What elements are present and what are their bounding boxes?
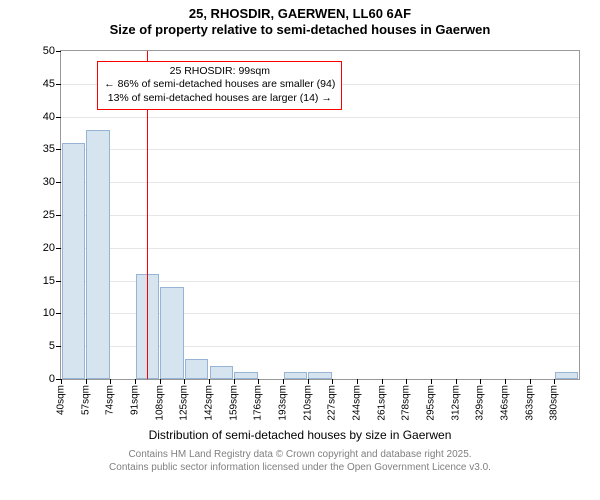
bar [284,372,307,379]
ytick-label: 10 [31,307,55,319]
annotation-line1: 25 RHOSDIR: 99sqm [104,65,335,79]
ytick-mark [56,51,61,52]
gridline-h [61,182,579,183]
xtick-label: 278sqm [401,385,412,421]
xtick-mark [505,379,506,384]
ytick-mark [56,84,61,85]
chart-title-block: 25, RHOSDIR, GAERWEN, LL60 6AF Size of p… [0,0,600,39]
xtick-label: 40sqm [56,385,67,415]
xtick-mark [431,379,432,384]
ytick-label: 0 [31,373,55,385]
gridline-h [61,248,579,249]
xtick-mark [332,379,333,384]
plot-area: 0510152025303540455040sqm57sqm74sqm91sqm… [60,50,580,380]
ytick-mark [56,215,61,216]
xtick-label: 142sqm [204,385,215,421]
xtick-label: 108sqm [154,385,165,421]
xtick-mark [283,379,284,384]
xtick-label: 125sqm [179,385,190,421]
xtick-label: 295sqm [426,385,437,421]
attribution-line2: Contains public sector information licen… [0,461,600,474]
xtick-mark [554,379,555,384]
xtick-label: 261sqm [376,385,387,421]
xtick-label: 244sqm [352,385,363,421]
bar [308,372,331,379]
attribution-line1: Contains HM Land Registry data © Crown c… [0,448,600,461]
attribution-text: Contains HM Land Registry data © Crown c… [0,448,600,474]
xtick-mark [382,379,383,384]
xtick-mark [456,379,457,384]
xtick-label: 227sqm [327,385,338,421]
xtick-mark [406,379,407,384]
bar [234,372,257,379]
ytick-mark [56,313,61,314]
ytick-label: 45 [31,78,55,90]
bar [210,366,233,379]
ytick-mark [56,346,61,347]
xtick-label: 346sqm [500,385,511,421]
gridline-h [61,149,579,150]
bar [160,287,183,379]
xtick-mark [61,379,62,384]
xtick-label: 74sqm [105,385,116,415]
ytick-mark [56,248,61,249]
xtick-mark [184,379,185,384]
bar [86,130,109,379]
chart-container: Number of semi-detached properties 05101… [0,42,600,442]
xtick-mark [357,379,358,384]
xtick-mark [110,379,111,384]
ytick-label: 20 [31,242,55,254]
xtick-mark [160,379,161,384]
ytick-label: 30 [31,176,55,188]
gridline-h [61,215,579,216]
xtick-label: 193sqm [278,385,289,421]
xtick-mark [258,379,259,384]
xtick-label: 329sqm [475,385,486,421]
annotation-line3: 13% of semi-detached houses are larger (… [104,92,335,106]
xtick-label: 312sqm [450,385,461,421]
gridline-h [61,117,579,118]
ytick-label: 25 [31,209,55,221]
xtick-mark [308,379,309,384]
ytick-mark [56,149,61,150]
ytick-label: 50 [31,45,55,57]
bar [555,372,578,379]
chart-title-line1: 25, RHOSDIR, GAERWEN, LL60 6AF [0,6,600,22]
xtick-mark [530,379,531,384]
xtick-mark [135,379,136,384]
xtick-mark [86,379,87,384]
x-axis-label: Distribution of semi-detached houses by … [0,428,600,442]
xtick-label: 363sqm [524,385,535,421]
xtick-label: 176sqm [253,385,264,421]
bar [185,359,208,379]
xtick-label: 57sqm [80,385,91,415]
xtick-label: 159sqm [228,385,239,421]
bar [62,143,85,379]
ytick-mark [56,117,61,118]
xtick-mark [209,379,210,384]
xtick-mark [480,379,481,384]
annotation-box: 25 RHOSDIR: 99sqm← 86% of semi-detached … [97,61,342,110]
ytick-label: 35 [31,143,55,155]
ytick-label: 15 [31,275,55,287]
ytick-mark [56,182,61,183]
xtick-label: 210sqm [302,385,313,421]
ytick-label: 5 [31,340,55,352]
xtick-mark [234,379,235,384]
chart-title-line2: Size of property relative to semi-detach… [0,22,600,38]
ytick-label: 40 [31,111,55,123]
ytick-mark [56,281,61,282]
xtick-label: 380sqm [549,385,560,421]
annotation-line2: ← 86% of semi-detached houses are smalle… [104,78,335,92]
xtick-label: 91sqm [130,385,141,415]
